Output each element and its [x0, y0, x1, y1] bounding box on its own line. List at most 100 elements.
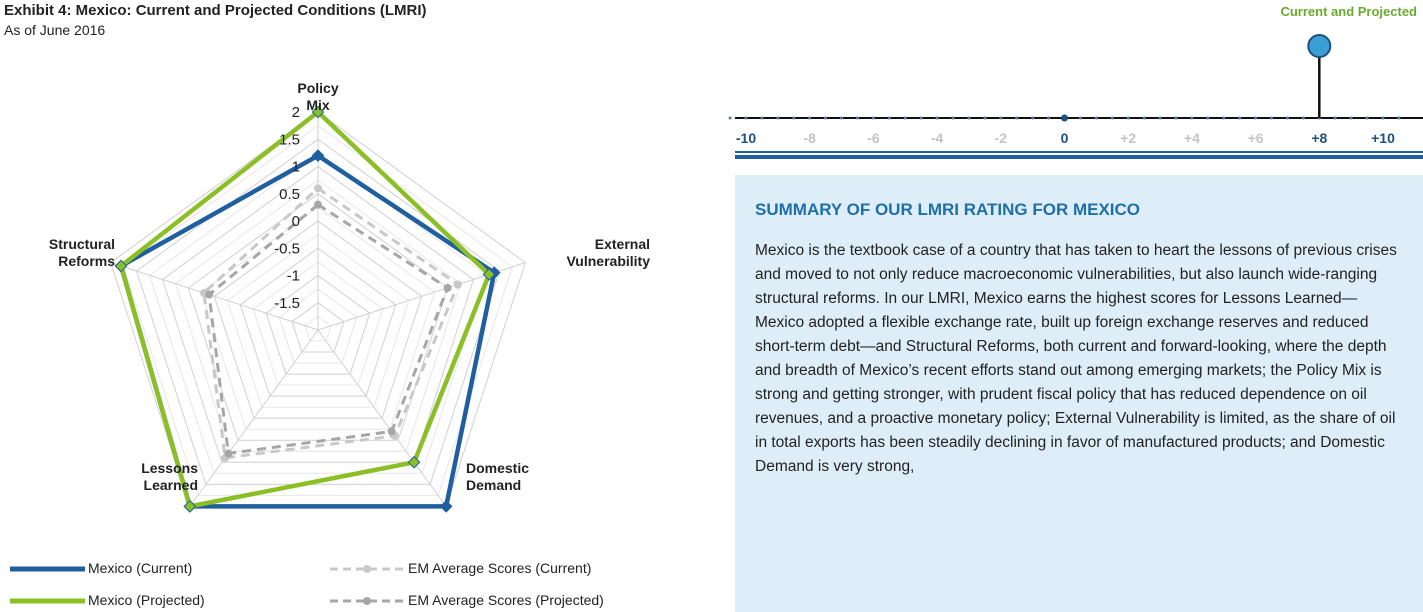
axis-label: Lessons Learned [141, 460, 198, 493]
series-line [207, 202, 450, 456]
scale-tick-label: +10 [1371, 130, 1395, 146]
scale-dot [1174, 116, 1178, 120]
scale-dot [1190, 116, 1194, 120]
scale-dot [1158, 116, 1162, 120]
y-tick-label: -1 [287, 268, 300, 285]
scale-dot [935, 116, 939, 120]
rating-scale: -10 -8 -6 -4 -2 0 +2 +4 +6 +8 +10 [728, 34, 1423, 159]
series-point [314, 200, 322, 209]
series-point [205, 290, 214, 299]
radar-chart: -1.5 -1 -0.5 0 0.5 1 1.5 2 [110, 104, 526, 513]
scale-dot [744, 116, 748, 120]
scale-dot [760, 116, 764, 120]
scale-dot [1047, 116, 1051, 120]
scale-dot [840, 116, 844, 120]
scale-dot [999, 116, 1003, 120]
scale-dot [1397, 116, 1401, 120]
minor-ring [148, 152, 488, 474]
scale-origin [1061, 114, 1068, 122]
scale-dot [887, 116, 891, 120]
scale-dot [1381, 116, 1385, 120]
y-tick-label: 2 [292, 104, 300, 121]
spoke [189, 329, 319, 507]
exhibit-subtitle: As of June 2016 [4, 22, 106, 38]
series-point [224, 449, 233, 458]
series-point [453, 280, 462, 289]
scale-tick-label: -10 [736, 130, 756, 146]
y-tick-label: -0.5 [274, 240, 300, 257]
grid-ring [213, 220, 423, 419]
scale-tick-label: +4 [1184, 130, 1200, 146]
legend-label: EM Average Scores (Current) [408, 560, 592, 576]
scale-dot [1110, 116, 1114, 120]
minor-ring [304, 315, 332, 342]
scale-dot [1094, 116, 1098, 120]
minor-ring [252, 261, 384, 386]
axis-label: Policy Mix [297, 80, 339, 113]
grid-ring [161, 165, 475, 463]
scale-dot [983, 116, 987, 120]
scale-tick-label: +8 [1311, 130, 1327, 146]
grid-ring [265, 274, 371, 375]
y-tick-label: 1 [292, 159, 300, 176]
scale-tick-label: -4 [931, 130, 944, 146]
series-line [202, 186, 460, 460]
summary-box: SUMMARY OF OUR LMRI RATING FOR MEXICO Me… [735, 175, 1423, 612]
grid-ring [291, 302, 345, 353]
minor-ring [278, 288, 358, 364]
scale-tick-label: +6 [1248, 130, 1264, 146]
legend-label: EM Average Scores (Projected) [408, 592, 604, 608]
axis-label: Structural Reforms [48, 236, 115, 269]
scale-dot [776, 116, 780, 120]
scale-dot [1206, 116, 1210, 120]
series-point [443, 283, 452, 292]
scale-dot [808, 116, 812, 120]
scale-tick-label: -6 [867, 130, 880, 146]
scale-dot [1301, 116, 1305, 120]
scale-dot [903, 116, 907, 120]
series-point [311, 149, 325, 162]
y-tick-label: 0.5 [279, 186, 300, 203]
minor-ring [123, 125, 513, 496]
axis-label: External Vulnerability [566, 236, 650, 269]
scale-dot [1349, 116, 1353, 120]
scale-dot [1015, 116, 1019, 120]
exhibit-title: Exhibit 4: Mexico: Current and Projected… [4, 2, 427, 19]
minor-ring [226, 234, 410, 408]
series-point [311, 105, 325, 119]
y-tick-label: 0 [292, 213, 300, 230]
scale-tick-label: +2 [1120, 130, 1136, 146]
grid-ring [239, 247, 397, 397]
scale-dot [855, 116, 859, 120]
y-tick-label: -1.5 [274, 295, 300, 312]
scale-dot [728, 116, 732, 120]
spoke [110, 262, 319, 331]
scale-dot [951, 116, 955, 120]
scale-dot [1078, 116, 1082, 120]
series-line [118, 109, 492, 509]
series-point [183, 500, 197, 513]
scale-tick-label: 0 [1061, 130, 1069, 146]
series-point [482, 268, 496, 281]
marker [1307, 34, 1332, 58]
scale-dot [1142, 116, 1146, 120]
scale-dot [824, 116, 828, 120]
minor-ring [174, 179, 462, 452]
scale-dot [792, 116, 796, 120]
legend-label: Mexico (Current) [88, 560, 193, 576]
scale-dot [1222, 116, 1226, 120]
axis-label: Domestic Demand [466, 460, 530, 493]
scale-dot [1333, 116, 1337, 120]
spoke [317, 329, 447, 507]
scale-dot [1270, 116, 1274, 120]
legend-label: Mexico (Projected) [88, 592, 205, 608]
grid-ring [135, 138, 501, 485]
series-point [114, 259, 128, 273]
scale-dot [1031, 116, 1035, 120]
scale-dot [967, 116, 971, 120]
scale-tick-label: -2 [995, 130, 1008, 146]
scale-tick-label: -8 [803, 130, 816, 146]
scale-dot [1238, 116, 1242, 120]
marker-label: Current and Projected [1280, 4, 1417, 19]
